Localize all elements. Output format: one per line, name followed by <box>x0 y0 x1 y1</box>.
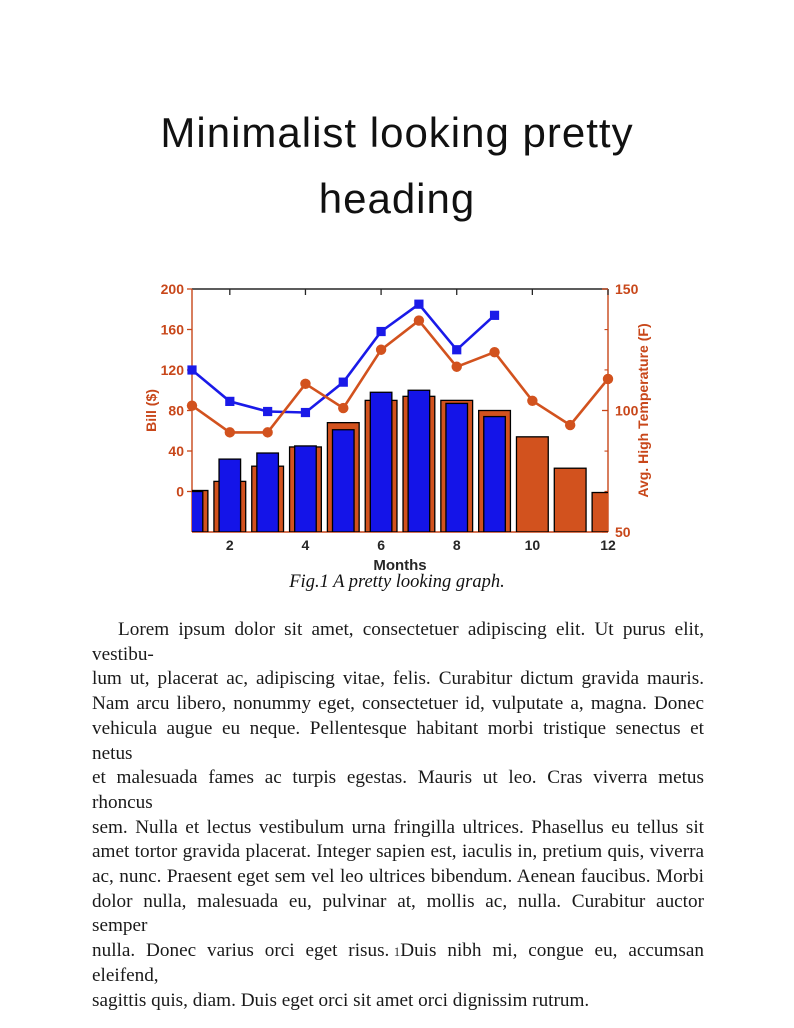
right-tick-label: 150 <box>615 281 639 297</box>
avg-high-temp-line-orange-marker <box>451 361 462 372</box>
figure-caption: Fig.1 A pretty looking graph. <box>289 572 505 592</box>
bill-line-blue-marker <box>263 406 273 417</box>
body-line: sem. Nulla et lectus vestibulum urna fri… <box>92 816 704 838</box>
left-tick-label: 120 <box>161 362 185 378</box>
body-line: amet tortor gravida placerat. Integer sa… <box>92 841 704 863</box>
body-line: et malesuada fames ac turpis egestas. Ma… <box>92 767 704 813</box>
page-title-line2: heading <box>318 175 476 222</box>
bill-bars-orange <box>553 467 587 532</box>
bill-line-blue-marker <box>187 365 197 375</box>
body-line: vehicula augue eu neque. Pellentesque ha… <box>92 717 704 764</box>
page-number: 1 <box>393 944 401 959</box>
body-line: Nam arcu libero, nonummy eget, consectet… <box>92 693 704 715</box>
avg-high-temp-line-orange-marker <box>489 346 500 358</box>
avg-high-temp-line-orange-marker <box>413 315 425 326</box>
bill-bars-blue <box>483 415 506 532</box>
avg-high-temp-line-orange-marker <box>186 400 198 411</box>
body-line: sagittis quis, diam. Duis eget orci sit … <box>92 989 590 1011</box>
bill-bars-blue <box>369 391 393 532</box>
right-axis-label: Avg. High Temperature (F) <box>635 323 651 497</box>
body-line: lum ut, placerat ac, adipiscing vitae, f… <box>92 668 704 690</box>
bill-bars-blue <box>192 490 204 532</box>
avg-high-temp-line-orange-marker <box>527 395 538 406</box>
bill-line-blue-marker <box>414 299 424 309</box>
bill-bars-blue <box>445 402 469 532</box>
bill-bars-blue <box>331 429 355 532</box>
avg-high-temp-line-orange-marker <box>262 427 273 438</box>
page-title: Minimalist looking pretty heading <box>0 100 794 232</box>
x-tick-label: 8 <box>453 537 461 553</box>
left-tick-label: 40 <box>168 443 184 459</box>
x-tick-label: 6 <box>377 537 385 553</box>
bill-line-blue-marker <box>225 396 235 406</box>
avg-high-temp-line-orange-marker <box>564 419 576 431</box>
x-tick-label: 4 <box>302 537 310 553</box>
body-line: nulla. Donec varius orci eget risus. Dui… <box>92 940 704 986</box>
left-tick-label: 200 <box>161 281 185 297</box>
x-tick-label: 10 <box>525 537 541 553</box>
bill-bars-orange <box>591 491 608 532</box>
body-line: ac, nunc. Praesent eget sem vel leo ultr… <box>92 866 704 888</box>
bill-line-blue-marker <box>300 407 311 418</box>
body-paragraph: Lorem ipsum dolor sit amet, consectetuer… <box>92 618 704 1013</box>
avg-high-temp-line-orange-marker <box>602 373 614 385</box>
right-tick-label: 50 <box>615 524 631 540</box>
left-axis-label: Bill ($) <box>143 389 159 432</box>
bill-line-blue-marker <box>489 310 500 320</box>
page-title-line1: Minimalist looking pretty <box>160 109 634 156</box>
bill-temperature-chart: 0 40 80 120 160 200 50 100 150 2 4 6 8 10 12 Months Bill… <box>140 270 670 580</box>
x-axis-label: Months <box>373 557 426 574</box>
avg-high-temp-line-orange-marker <box>300 378 311 389</box>
left-tick-label: 160 <box>161 322 185 338</box>
bill-line-blue-marker <box>452 345 462 355</box>
bill-bars-blue <box>256 452 280 532</box>
bill-line-blue-marker <box>376 326 386 337</box>
x-tick-label: 12 <box>600 537 616 553</box>
avg-high-temp-line-orange-marker <box>375 344 387 355</box>
avg-high-temp-line-orange <box>191 318 610 434</box>
left-tick-label: 0 <box>176 484 184 500</box>
x-tick-label: 2 <box>226 537 234 553</box>
bill-bars-blue <box>218 458 242 532</box>
chart-svg: 0 40 80 120 160 200 50 100 150 2 4 6 8 10 12 Months Bill… <box>143 281 651 574</box>
body-line: dolor nulla, malesuada eu, pulvinar at, … <box>92 890 704 937</box>
avg-high-temp-line-orange-marker <box>338 402 349 414</box>
body-line: Lorem ipsum dolor sit amet, consectetuer… <box>92 619 704 665</box>
left-tick-label: 80 <box>168 403 184 419</box>
bill-bars-blue <box>407 389 431 532</box>
bill-bars-orange <box>515 436 549 532</box>
right-tick-label: 100 <box>615 403 639 419</box>
bill-line-blue-marker <box>338 377 348 387</box>
avg-high-temp-line-orange-marker <box>224 427 236 438</box>
bill-bars-blue <box>294 445 317 532</box>
